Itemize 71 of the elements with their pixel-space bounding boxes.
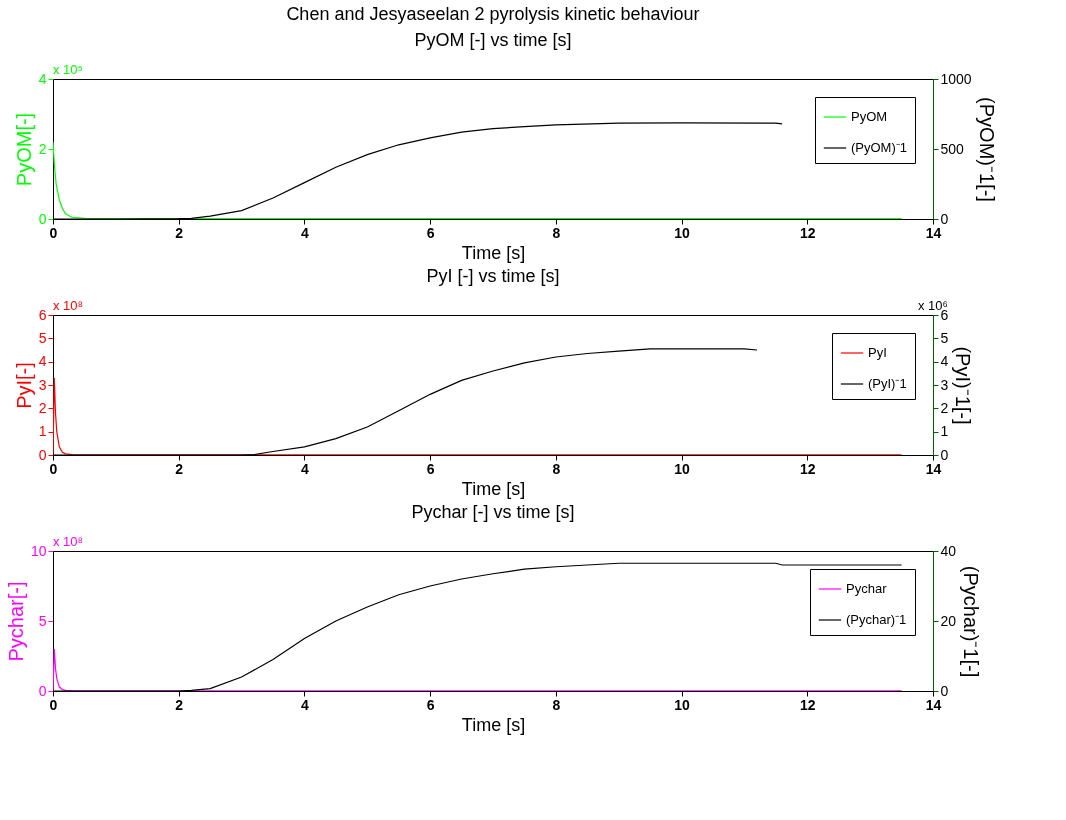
y-tick-label: 10: [30, 542, 47, 559]
x-tick-label: 4: [301, 460, 310, 477]
x-tick-label: 0: [49, 460, 58, 477]
y2-tick-label: 5: [940, 329, 949, 346]
y2-tick-label: 20: [940, 612, 957, 629]
y-tick-label: 5: [38, 612, 47, 629]
x-tick-label: 2: [175, 696, 184, 713]
y2-axis-title: (PyOM)⁻1[-]: [975, 97, 998, 202]
x-tick-label: 4: [301, 224, 310, 241]
y2-axis-title: (Pychar)⁻1[-]: [960, 565, 983, 678]
y2-axis-title: (PyI)⁻1[-]: [952, 346, 975, 425]
chart-title: Pychar [-] vs time [s]: [411, 502, 575, 522]
legend-label: (PyOM)⁻1: [851, 140, 907, 155]
y2-tick-label: 0: [940, 446, 949, 463]
y2-tick-label: 1000: [940, 70, 972, 87]
x-tick-label: 6: [426, 224, 435, 241]
y2-tick-label: 2: [940, 399, 949, 416]
x-tick-label: 10: [674, 460, 691, 477]
legend-label: PyOM: [851, 109, 888, 124]
x-tick-label: 12: [800, 696, 816, 713]
y-tick-label: 3: [38, 376, 47, 393]
y-tick-label: 1: [38, 423, 47, 440]
y2-tick-label: 500: [940, 140, 965, 157]
y-tick-label: 4: [38, 353, 47, 370]
x-tick-label: 14: [925, 224, 942, 241]
legend-label: (PyI)⁻1: [868, 376, 907, 391]
text: x 10⁵: [53, 62, 83, 77]
y-tick-label: 0: [38, 210, 47, 227]
text: x 10⁸: [53, 298, 84, 313]
y-axis-title: PyOM[-]: [12, 112, 35, 187]
text: x 10⁸: [53, 534, 84, 549]
x-tick-label: 6: [426, 460, 435, 477]
x-tick-label: 2: [175, 224, 184, 241]
x-axis-title: Time [s]: [461, 478, 526, 499]
y-tick-label: 6: [38, 306, 47, 323]
y-tick-label: 2: [38, 140, 47, 157]
y-axis-title: Pychar[-]: [4, 581, 27, 662]
x-tick-label: 8: [552, 224, 561, 241]
legend-label: PyI: [868, 345, 887, 360]
y-tick-label: 0: [38, 446, 47, 463]
y2-tick-label: 0: [940, 682, 949, 699]
y-tick-label: 4: [38, 70, 47, 87]
legend-label: (Pychar)⁻1: [846, 612, 907, 627]
x-tick-label: 4: [301, 696, 310, 713]
y-axis-title: PyI[-]: [12, 362, 35, 409]
x-tick-label: 14: [925, 696, 942, 713]
y2-tick-label: 1: [940, 423, 949, 440]
x-tick-label: 12: [800, 224, 816, 241]
x-axis-title: Time [s]: [461, 242, 526, 263]
y-tick-label: 2: [38, 399, 47, 416]
chart-title: Chen and Jesyaseelan 2 pyrolysis kinetic behaviour: [286, 4, 700, 24]
chart-title: PyI [-] vs time [s]: [426, 266, 560, 286]
y2-tick-label: 40: [940, 542, 957, 559]
x-tick-label: 12: [800, 460, 816, 477]
y2-tick-label: 3: [940, 376, 949, 393]
legend-label: Pychar: [846, 581, 888, 596]
x-tick-label: 10: [674, 696, 691, 713]
x-tick-label: 0: [49, 696, 58, 713]
chart-subtitle: PyOM [-] vs time [s]: [414, 30, 572, 50]
x-axis-title: Time [s]: [461, 714, 526, 735]
x-tick-label: 8: [552, 696, 561, 713]
x-tick-label: 6: [426, 696, 435, 713]
x-tick-label: 0: [49, 224, 58, 241]
y2-tick-label: 0: [940, 210, 949, 227]
y2-tick-label: 4: [940, 353, 949, 370]
x-tick-label: 8: [552, 460, 561, 477]
x-tick-label: 14: [925, 460, 942, 477]
y-tick-label: 5: [38, 329, 47, 346]
x-tick-label: 10: [674, 224, 691, 241]
x-tick-label: 2: [175, 460, 184, 477]
y-tick-label: 0: [38, 682, 47, 699]
